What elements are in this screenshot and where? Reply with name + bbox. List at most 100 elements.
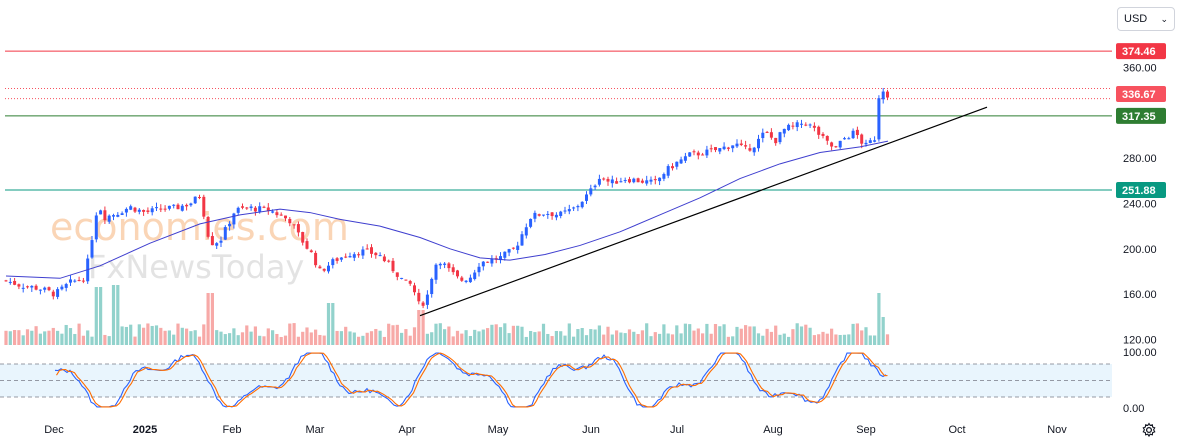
time-label-0: Dec [44, 424, 64, 436]
volume-bar [369, 331, 374, 345]
volume-bar [838, 334, 842, 345]
volume-bar [434, 323, 438, 345]
candle [645, 175, 649, 186]
volume-bar [649, 336, 653, 345]
volume-bar [765, 328, 769, 345]
candle [34, 284, 38, 291]
candle [585, 191, 588, 205]
volume-bar [249, 331, 253, 345]
candle [576, 204, 580, 212]
candle [602, 177, 606, 181]
volume-bar [335, 330, 339, 345]
candle [782, 128, 786, 138]
volume-bar [391, 325, 395, 345]
trendline[interactable] [419, 106, 988, 317]
candle [219, 236, 223, 248]
volume-bar [421, 310, 425, 345]
currency-label: USD [1124, 13, 1148, 25]
volume-bar [8, 331, 12, 345]
volume-bar [804, 324, 808, 345]
volume-bar [516, 325, 520, 345]
candle [838, 140, 842, 149]
candle [236, 206, 240, 216]
volume-bar [77, 323, 81, 345]
candle [868, 137, 872, 144]
volume-bar [460, 333, 464, 345]
volume-bar [81, 335, 85, 345]
candle [99, 209, 103, 215]
volume-bar [116, 285, 120, 345]
volume-bar [124, 326, 128, 345]
volume-bar [301, 331, 305, 345]
volume-bar [787, 336, 791, 345]
candle [800, 119, 803, 129]
stoch-d-line [56, 352, 888, 408]
volume-bar [137, 324, 141, 345]
gear-icon[interactable] [1139, 420, 1159, 440]
candle [658, 177, 662, 186]
candle [460, 275, 464, 282]
volume-bar [576, 329, 580, 345]
candle [615, 177, 619, 184]
price-tick-1: 280.00 [1123, 153, 1157, 165]
candle [176, 203, 180, 210]
candle [477, 262, 481, 277]
price-tag-label: 317.35 [1122, 111, 1156, 123]
volume-bar [451, 336, 455, 345]
volume-bar [477, 331, 481, 345]
price-tick-4: 160.00 [1123, 289, 1157, 301]
candle [851, 128, 855, 140]
candle [830, 141, 834, 151]
candle [666, 164, 670, 179]
volume-bar [103, 334, 107, 345]
candle [374, 252, 378, 259]
volume-bar [748, 326, 752, 345]
volume-bar [288, 323, 292, 345]
candle [215, 242, 219, 250]
volume-bar [279, 336, 283, 345]
candle [597, 174, 601, 187]
candle [516, 241, 520, 254]
price-tick-5: 120.00 [1123, 335, 1157, 347]
volume-bar [404, 329, 408, 345]
volume-bar [795, 323, 799, 345]
time-label-3: Mar [306, 424, 325, 436]
candle [51, 289, 55, 300]
candle [563, 206, 567, 214]
volume-bar [498, 327, 503, 345]
candle [473, 269, 477, 281]
volume-bar [683, 323, 687, 345]
volume-bar [94, 287, 98, 345]
candle [365, 244, 369, 250]
currency-selector[interactable]: USD ⌄ [1117, 7, 1175, 31]
volume-bar [855, 323, 859, 345]
volume-bar [296, 336, 300, 345]
volume-bar [292, 323, 296, 345]
volume-bar [860, 330, 864, 345]
candle [701, 152, 705, 156]
candle [757, 134, 760, 152]
candle [94, 212, 98, 243]
volume-bar [679, 333, 683, 345]
volume-bar [240, 332, 245, 345]
volume-bar [503, 323, 507, 345]
time-axis: Dec 2025 Feb Mar Apr May Jun Jul Aug Sep Oct Nov [44, 424, 1067, 436]
volume-bar [258, 335, 262, 345]
candle [705, 145, 709, 158]
candle [387, 259, 391, 263]
candle [812, 122, 816, 132]
candle [378, 252, 382, 257]
chevron-down-icon: ⌄ [1160, 13, 1168, 24]
price-tag-0: 374.46 [1116, 43, 1166, 60]
candle [606, 176, 610, 186]
volume-bar [830, 328, 834, 345]
stochastic-oscillator [54, 352, 888, 408]
candle [649, 176, 653, 185]
candle [30, 285, 34, 292]
candle [395, 272, 399, 281]
volume-bar [524, 336, 528, 345]
volume-bar [670, 334, 675, 345]
candle [795, 120, 799, 132]
candle [456, 269, 459, 279]
